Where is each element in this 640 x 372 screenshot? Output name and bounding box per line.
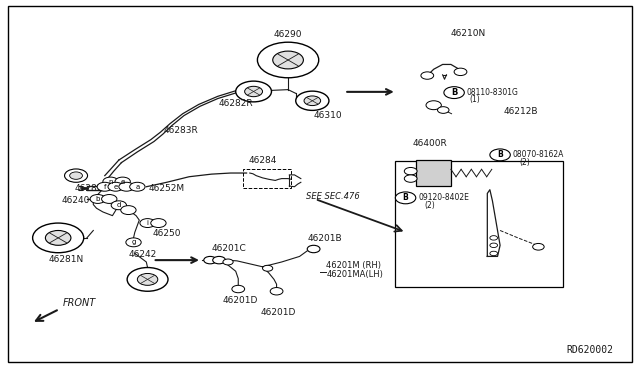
Text: 46310: 46310: [314, 111, 342, 120]
Text: g: g: [131, 239, 136, 245]
Text: SEE SEC.476: SEE SEC.476: [306, 192, 360, 201]
Text: 46282: 46282: [74, 184, 102, 193]
Text: B: B: [451, 88, 458, 97]
Text: FRONT: FRONT: [63, 298, 96, 308]
Circle shape: [296, 91, 329, 110]
Circle shape: [236, 81, 271, 102]
Circle shape: [532, 243, 544, 250]
Circle shape: [65, 169, 88, 182]
Circle shape: [426, 101, 442, 110]
Text: 09120-8402E: 09120-8402E: [419, 193, 469, 202]
Circle shape: [90, 195, 106, 203]
Circle shape: [490, 251, 497, 256]
Text: d: d: [116, 202, 121, 208]
Circle shape: [444, 87, 465, 99]
Circle shape: [223, 259, 233, 265]
Circle shape: [121, 206, 136, 215]
Text: 46284: 46284: [248, 155, 277, 164]
Text: (1): (1): [469, 95, 480, 104]
Circle shape: [257, 42, 319, 78]
Circle shape: [33, 223, 84, 253]
Circle shape: [140, 219, 156, 228]
Text: e: e: [120, 179, 125, 185]
Text: (2): (2): [424, 201, 435, 210]
Circle shape: [204, 256, 216, 264]
Text: 46281N: 46281N: [49, 254, 84, 264]
Text: 46210N: 46210N: [451, 29, 486, 38]
Circle shape: [490, 149, 510, 161]
Circle shape: [404, 175, 417, 182]
Text: 46201M (RH): 46201M (RH): [326, 262, 381, 270]
Circle shape: [111, 201, 127, 210]
Circle shape: [244, 86, 262, 97]
Text: 46201D: 46201D: [223, 296, 258, 305]
Circle shape: [212, 256, 225, 264]
Circle shape: [438, 107, 449, 113]
Text: 08110-8301G: 08110-8301G: [467, 88, 519, 97]
Text: (2): (2): [519, 158, 530, 167]
Circle shape: [304, 96, 321, 106]
Text: 46250: 46250: [153, 229, 181, 238]
Text: 46252M: 46252M: [149, 184, 185, 193]
Circle shape: [270, 288, 283, 295]
Circle shape: [102, 195, 117, 203]
Text: 46283R: 46283R: [164, 126, 198, 135]
Circle shape: [119, 182, 134, 191]
Text: f: f: [104, 184, 106, 190]
Bar: [243, 169, 291, 188]
Text: 46201D: 46201D: [261, 308, 296, 317]
Circle shape: [454, 68, 467, 76]
Text: 46282R: 46282R: [218, 99, 253, 108]
Text: e: e: [113, 184, 118, 190]
Circle shape: [115, 177, 131, 186]
Circle shape: [273, 51, 303, 69]
Bar: [396, 161, 563, 287]
Circle shape: [396, 192, 416, 204]
Circle shape: [108, 182, 124, 191]
Circle shape: [307, 245, 320, 253]
Circle shape: [130, 182, 145, 191]
Text: b: b: [95, 196, 100, 202]
Circle shape: [404, 167, 417, 175]
Text: 46201B: 46201B: [307, 234, 342, 243]
Circle shape: [490, 243, 497, 247]
Circle shape: [138, 273, 158, 285]
Text: B: B: [497, 150, 503, 159]
Text: 46242: 46242: [129, 250, 157, 260]
Text: 46290: 46290: [274, 30, 302, 39]
Circle shape: [45, 231, 71, 245]
Circle shape: [103, 177, 118, 186]
Circle shape: [490, 235, 497, 240]
Text: 46201C: 46201C: [211, 244, 246, 253]
Circle shape: [97, 182, 113, 191]
Circle shape: [127, 267, 168, 291]
Text: 46201MA(LH): 46201MA(LH): [326, 270, 383, 279]
Text: RD620002: RD620002: [567, 344, 614, 355]
Circle shape: [70, 172, 83, 179]
Text: a: a: [135, 184, 140, 190]
Text: n: n: [108, 179, 113, 185]
Bar: [416, 160, 451, 186]
Text: B: B: [403, 193, 408, 202]
Circle shape: [151, 219, 166, 228]
Text: 46400R: 46400R: [412, 139, 447, 148]
Circle shape: [232, 285, 244, 293]
Text: 46212B: 46212B: [504, 107, 538, 116]
Text: 46240: 46240: [61, 196, 90, 205]
Circle shape: [262, 265, 273, 271]
Circle shape: [126, 238, 141, 247]
Text: 08070-8162A: 08070-8162A: [513, 150, 564, 159]
Circle shape: [421, 72, 434, 79]
Text: i: i: [147, 220, 148, 226]
